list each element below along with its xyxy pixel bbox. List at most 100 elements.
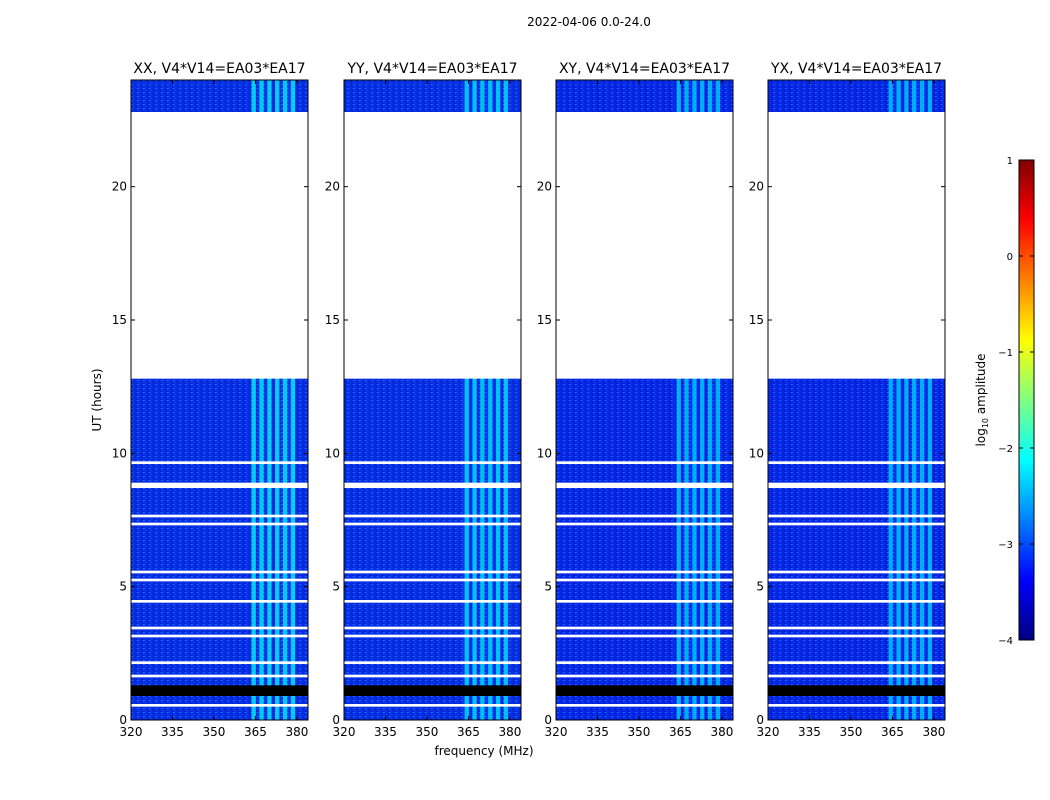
- flagged-range: [131, 600, 308, 603]
- y-tick-label: 20: [537, 180, 552, 194]
- x-tick-label: 365: [244, 725, 267, 739]
- flagged-range: [344, 661, 521, 664]
- y-tick-label: 10: [749, 446, 764, 460]
- rfi-stripe: [503, 80, 509, 720]
- y-tick-label: 0: [544, 713, 552, 727]
- x-tick-label: 320: [120, 725, 143, 739]
- x-tick-label: 380: [285, 725, 308, 739]
- panel-title: YY, V4*V14=EA03*EA17: [346, 61, 517, 77]
- flagged-range: [768, 482, 945, 488]
- x-tick-label: 380: [710, 725, 733, 739]
- flagged-range: [556, 634, 733, 638]
- dead-range: [344, 685, 521, 696]
- flagged-range: [556, 570, 733, 574]
- rfi-stripe: [464, 80, 469, 720]
- y-axis-label: UT (hours): [90, 368, 104, 431]
- rfi-stripe: [472, 80, 477, 720]
- flagged-range: [344, 514, 521, 518]
- flagged-range: [131, 674, 308, 678]
- flagged-range: [768, 522, 945, 526]
- flagged-range: [131, 112, 308, 379]
- y-tick-label: 5: [756, 580, 764, 594]
- colorbar-tick-label: −4: [998, 636, 1013, 647]
- flagged-range: [768, 704, 945, 707]
- rfi-stripe: [700, 80, 705, 720]
- flagged-range: [556, 522, 733, 526]
- y-tick-label: 15: [325, 313, 340, 327]
- panel-title: XY, V4*V14=EA03*EA17: [559, 61, 730, 77]
- rfi-stripe: [888, 80, 893, 720]
- flagged-range: [768, 461, 945, 464]
- rfi-stripe: [692, 80, 697, 720]
- x-tick-label: 365: [881, 725, 904, 739]
- rfi-stripe: [912, 80, 917, 720]
- flagged-range: [131, 626, 308, 630]
- colorbar-tick-label: −3: [998, 540, 1013, 551]
- x-tick-label: 320: [757, 725, 780, 739]
- flagged-range: [556, 112, 733, 379]
- rfi-stripe: [684, 80, 689, 720]
- x-tick-label: 380: [922, 725, 945, 739]
- rfi-stripe: [259, 80, 264, 720]
- flagged-range: [556, 704, 733, 707]
- flagged-range: [131, 704, 308, 707]
- x-tick-label: 365: [457, 725, 480, 739]
- axes-frame: [767, 79, 946, 721]
- flagged-range: [556, 626, 733, 630]
- rfi-stripe: [707, 80, 713, 720]
- y-tick-label: 0: [119, 713, 127, 727]
- flagged-range: [344, 482, 521, 488]
- rfi-stripe: [267, 80, 272, 720]
- x-tick-label: 320: [545, 725, 568, 739]
- y-tick-label: 20: [112, 180, 127, 194]
- flagged-range: [131, 570, 308, 574]
- y-tick-label: 15: [749, 313, 764, 327]
- flagged-range: [768, 661, 945, 664]
- flagged-range: [768, 514, 945, 518]
- rfi-stripe: [251, 80, 256, 720]
- axes-frame: [130, 79, 309, 721]
- colorbar-gradient: [1018, 159, 1035, 641]
- flagged-range: [556, 461, 733, 464]
- colorbar-tick-label: 0: [1007, 252, 1013, 263]
- spectrogram-panel: YY, V4*V14=EA03*EA17 320 335 350 365 380 0 5 10 1…: [325, 61, 522, 739]
- spectrogram-panel: YX, V4*V14=EA03*EA17 320 335 350 365 380 0 5 10 1…: [749, 61, 946, 739]
- x-tick-label: 365: [669, 725, 692, 739]
- spectrogram-panel: XX, V4*V14=EA03*EA17 320 335 350 365 380 0 5 10 1…: [112, 61, 309, 739]
- spectrogram-panel: XY, V4*V14=EA03*EA17 320 335 350 365 380 0 5 10 1…: [537, 61, 734, 739]
- colorbar-label: log10 amplitude: [974, 354, 990, 447]
- y-tick-label: 0: [332, 713, 340, 727]
- axes-frame: [555, 79, 734, 721]
- colorbar-tick-label: −2: [998, 444, 1013, 455]
- rfi-stripe: [676, 80, 681, 720]
- x-tick-label: 350: [840, 725, 863, 739]
- flagged-range: [344, 112, 521, 379]
- flagged-range: [556, 661, 733, 664]
- colorbar-tick-label: −1: [998, 348, 1013, 359]
- colorbar-tick-label: 1: [1007, 156, 1013, 167]
- x-tick-label: 335: [161, 725, 184, 739]
- panel-title: XX, V4*V14=EA03*EA17: [133, 61, 305, 77]
- flagged-range: [131, 634, 308, 638]
- x-tick-label: 350: [416, 725, 439, 739]
- rfi-stripe: [715, 80, 721, 720]
- flagged-range: [768, 674, 945, 678]
- y-tick-label: 5: [119, 580, 127, 594]
- flagged-range: [131, 514, 308, 518]
- x-tick-label: 350: [203, 725, 226, 739]
- rfi-stripe: [290, 80, 296, 720]
- rfi-stripe: [495, 80, 501, 720]
- flagged-range: [344, 578, 521, 582]
- y-tick-label: 15: [112, 313, 127, 327]
- x-tick-label: 350: [628, 725, 651, 739]
- flagged-range: [131, 461, 308, 464]
- y-tick-label: 10: [112, 446, 127, 460]
- flagged-range: [344, 634, 521, 638]
- flagged-range: [556, 514, 733, 518]
- flagged-range: [344, 704, 521, 707]
- rfi-stripe: [282, 80, 288, 720]
- y-tick-label: 0: [756, 713, 764, 727]
- flagged-range: [344, 570, 521, 574]
- rfi-stripe: [904, 80, 909, 720]
